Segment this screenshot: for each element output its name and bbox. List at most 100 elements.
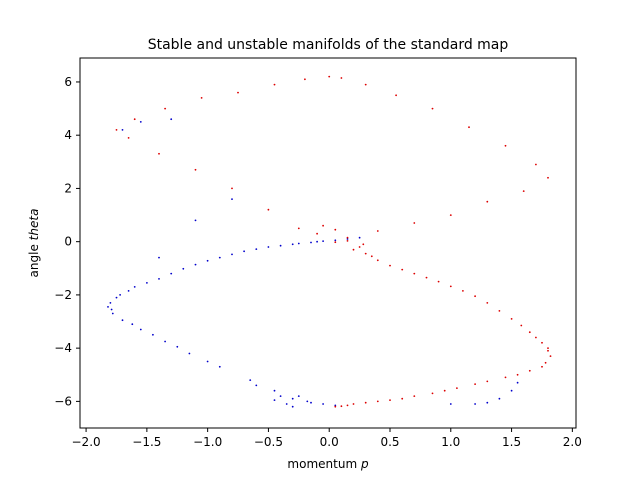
- chart-title: Stable and unstable manifolds of the sta…: [148, 37, 509, 53]
- scatter-point: [376, 400, 379, 403]
- scatter-point: [146, 282, 148, 284]
- scatter-point: [109, 302, 112, 304]
- scatter-point: [111, 312, 114, 315]
- scatter-point: [547, 176, 549, 179]
- scatter-point: [346, 240, 349, 242]
- scatter-point: [346, 404, 349, 407]
- scatter-point: [395, 94, 397, 97]
- scatter-point: [516, 381, 519, 384]
- scatter-point: [486, 200, 489, 203]
- x-tick-label: 2.0: [563, 435, 582, 449]
- scatter-point: [316, 240, 318, 243]
- scatter-point: [133, 286, 136, 288]
- scatter-point: [362, 243, 365, 246]
- scatter-point: [133, 118, 136, 121]
- y-tick-label: 4: [64, 128, 72, 142]
- scatter-point: [498, 397, 501, 400]
- scatter-point: [255, 248, 258, 251]
- x-axis-label-variable: p: [360, 457, 369, 471]
- scatter-point: [279, 395, 282, 397]
- axes-frame: [79, 57, 577, 429]
- scatter-point: [449, 285, 452, 288]
- scatter-point: [486, 380, 489, 383]
- scatter-point: [158, 152, 160, 155]
- scatter-point: [358, 246, 361, 248]
- scatter-point: [127, 137, 130, 139]
- scatter-point: [297, 227, 300, 230]
- scatter-point: [516, 373, 519, 376]
- scatter-point: [115, 129, 118, 131]
- y-tick-label: 0: [64, 235, 72, 249]
- scatter-point: [127, 290, 130, 292]
- x-axis-label-text: momentum: [287, 457, 361, 471]
- y-tick-label: −4: [54, 341, 72, 355]
- scatter-point: [115, 296, 118, 299]
- scatter-point: [358, 236, 361, 239]
- scatter-point: [528, 331, 531, 334]
- scatter-point: [231, 253, 233, 256]
- scatter-point: [364, 252, 367, 255]
- scatter-point: [328, 75, 331, 78]
- scatter-point: [547, 347, 549, 349]
- scatter-point: [535, 336, 537, 339]
- x-axis-label: momentum p: [287, 457, 369, 471]
- scatter-point: [541, 365, 543, 368]
- scatter-point: [474, 295, 476, 298]
- scatter-point: [291, 397, 294, 400]
- scatter-point: [431, 107, 434, 110]
- scatter-point: [322, 240, 324, 243]
- scatter-point: [474, 383, 476, 385]
- scatter-point: [389, 399, 391, 401]
- scatter-point: [255, 384, 258, 387]
- x-tick-label: 0.0: [320, 435, 339, 449]
- scatter-point: [291, 243, 294, 246]
- scatter-point: [139, 121, 142, 123]
- x-tick-label: 1.5: [502, 435, 521, 449]
- scatter-point: [316, 232, 318, 235]
- scatter-point: [297, 395, 300, 397]
- x-tick-label: −0.5: [254, 435, 283, 449]
- scatter-point: [164, 340, 167, 343]
- scatter-point: [110, 308, 113, 311]
- scatter-point: [504, 376, 507, 379]
- scatter-point: [267, 246, 270, 248]
- scatter-point: [273, 389, 276, 392]
- axes-background: [80, 58, 576, 428]
- scatter-point: [291, 405, 294, 408]
- scatter-point: [370, 255, 373, 258]
- scatter-point: [243, 250, 246, 253]
- scatter-point: [267, 208, 270, 211]
- scatter-points: [107, 75, 552, 408]
- y-axis-label-text: angle: [27, 240, 41, 277]
- scatter-point: [437, 280, 440, 283]
- scatter-point: [279, 244, 282, 247]
- scatter-point: [504, 144, 507, 147]
- scatter-point: [310, 401, 312, 404]
- scatter-point: [322, 403, 324, 405]
- scatter-point: [364, 401, 367, 404]
- scatter-point: [541, 341, 543, 344]
- scatter-point: [462, 290, 464, 292]
- scatter-point: [340, 77, 343, 79]
- scatter-point: [376, 259, 379, 262]
- y-axis-ticks: −6 −4 −2 0 2 4 6: [54, 75, 80, 408]
- scatter-point: [544, 361, 547, 364]
- scatter-point: [218, 365, 221, 368]
- scatter-point: [486, 401, 489, 404]
- scatter-point: [152, 333, 154, 336]
- y-tick-label: −6: [54, 394, 72, 408]
- scatter-point: [443, 389, 446, 392]
- scatter-point: [119, 294, 121, 296]
- scatter-point: [231, 187, 233, 190]
- scatter-point: [170, 272, 173, 275]
- scatter-point: [364, 83, 367, 86]
- scatter-point: [401, 397, 404, 400]
- scatter-point: [273, 399, 276, 401]
- scatter-point: [456, 387, 458, 389]
- scatter-point: [131, 323, 134, 326]
- scatter-point: [200, 97, 203, 99]
- scatter-point: [449, 403, 452, 405]
- scatter-point: [528, 369, 531, 372]
- scatter-point: [389, 264, 391, 267]
- scatter-point: [249, 379, 252, 381]
